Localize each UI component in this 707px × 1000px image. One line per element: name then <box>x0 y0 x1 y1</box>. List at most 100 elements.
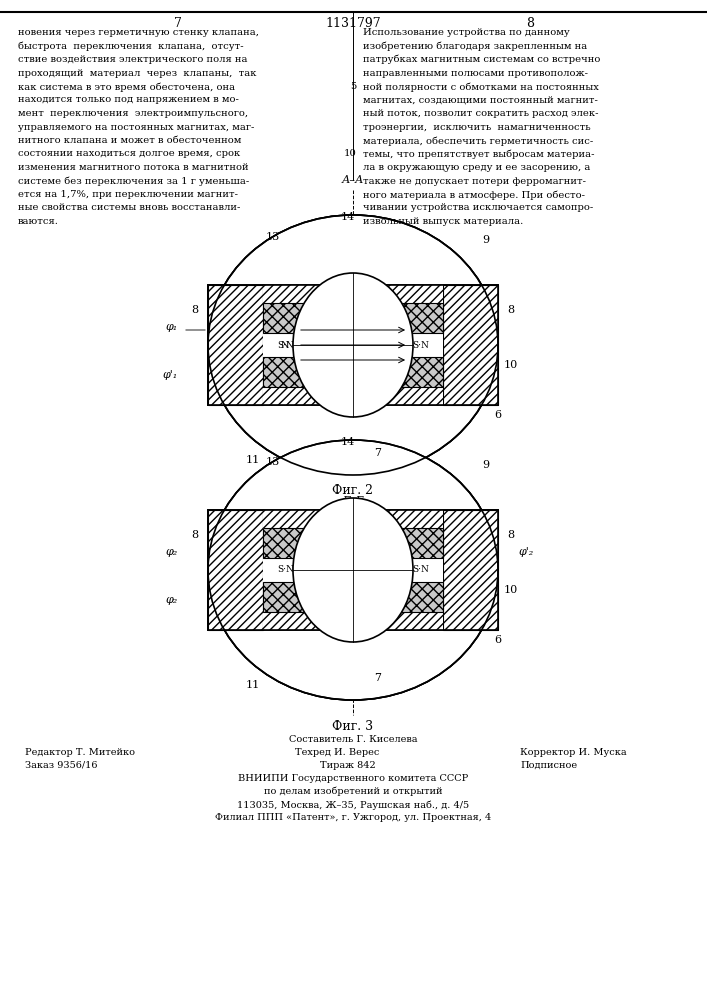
Text: новения через герметичную стенку клапана,: новения через герметичную стенку клапана… <box>18 28 259 37</box>
Text: 6: 6 <box>494 635 501 645</box>
Text: также не допускает потери ферромагнит-: также не допускает потери ферромагнит- <box>363 176 586 186</box>
Bar <box>263 528 308 558</box>
Text: темы, что препятствует выбросам материа-: темы, что препятствует выбросам материа- <box>363 149 595 159</box>
Text: Фиг. 3: Фиг. 3 <box>332 720 373 733</box>
Text: Использование устройства по данному: Использование устройства по данному <box>363 28 570 37</box>
Text: S·N: S·N <box>412 566 429 574</box>
Text: 10: 10 <box>504 360 518 370</box>
Text: Заказ 9356/16: Заказ 9356/16 <box>25 761 98 770</box>
Text: изобретению благодаря закрепленным на: изобретению благодаря закрепленным на <box>363 41 588 51</box>
Text: 1131797: 1131797 <box>325 17 381 30</box>
Bar <box>208 510 498 630</box>
Text: как система в это время обесточена, она: как система в это время обесточена, она <box>18 82 235 92</box>
Text: 6: 6 <box>494 410 501 420</box>
Text: системе без переключения за 1 г уменьша-: системе без переключения за 1 г уменьша- <box>18 176 250 186</box>
Text: φ₁: φ₁ <box>165 322 178 332</box>
Text: Фиг. 2: Фиг. 2 <box>332 484 373 497</box>
Text: проходящий  материал  через  клапаны,  так: проходящий материал через клапаны, так <box>18 68 257 78</box>
Text: 8: 8 <box>192 305 199 315</box>
Text: Техред И. Верес: Техред И. Верес <box>295 748 380 757</box>
Ellipse shape <box>208 215 498 475</box>
Bar <box>398 582 443 612</box>
Text: 7: 7 <box>174 17 182 30</box>
Text: нитного клапана и может в обесточенном: нитного клапана и может в обесточенном <box>18 136 241 145</box>
Text: 14: 14 <box>341 437 355 447</box>
Bar <box>208 285 498 405</box>
Bar <box>208 510 263 630</box>
Text: направленными полюсами противополож-: направленными полюсами противополож- <box>363 68 588 78</box>
Text: 8: 8 <box>508 530 515 540</box>
Text: ный поток, позволит сократить расход элек-: ный поток, позволит сократить расход эле… <box>363 109 599 118</box>
Bar <box>263 303 308 333</box>
Bar <box>398 582 443 612</box>
Text: ваются.: ваются. <box>18 217 59 226</box>
Bar <box>208 510 498 630</box>
Text: 8: 8 <box>508 305 515 315</box>
Text: Редактор Т. Митейко: Редактор Т. Митейко <box>25 748 135 757</box>
Bar <box>443 510 498 630</box>
Text: чивании устройства исключается самопро-: чивании устройства исключается самопро- <box>363 204 593 213</box>
Bar <box>398 303 443 333</box>
Bar <box>263 510 308 528</box>
Text: 13: 13 <box>266 457 280 467</box>
Text: Корректор И. Муска: Корректор И. Муска <box>520 748 626 757</box>
Text: ной полярности с обмотками на постоянных: ной полярности с обмотками на постоянных <box>363 82 599 92</box>
Text: 10: 10 <box>504 585 518 595</box>
Text: Подписное: Подписное <box>520 761 577 770</box>
Text: φ'₁: φ'₁ <box>163 370 178 380</box>
Bar <box>263 387 308 405</box>
Bar <box>208 510 498 630</box>
Text: 13: 13 <box>266 232 280 242</box>
Text: S·N: S·N <box>412 340 429 350</box>
Bar <box>208 285 263 405</box>
Bar <box>398 612 443 630</box>
Bar <box>208 510 498 630</box>
Text: 8: 8 <box>526 17 534 30</box>
Text: φ'₂: φ'₂ <box>518 547 533 557</box>
Text: 8: 8 <box>192 530 199 540</box>
Bar <box>208 510 498 630</box>
Text: Тираж 842: Тираж 842 <box>320 761 375 770</box>
Text: 11: 11 <box>246 680 260 690</box>
Bar <box>263 285 443 405</box>
Ellipse shape <box>208 440 498 700</box>
Bar <box>208 285 498 405</box>
Text: S·N: S·N <box>277 340 294 350</box>
Text: мент  переключения  электроимпульсного,: мент переключения электроимпульсного, <box>18 109 248 118</box>
Text: по делам изобретений и открытий: по делам изобретений и открытий <box>264 787 443 796</box>
Text: 11: 11 <box>246 455 260 465</box>
Bar <box>308 285 398 405</box>
Bar <box>208 285 498 405</box>
Text: 14: 14 <box>341 212 355 222</box>
Text: 113035, Москва, Ж–35, Раушская наб., д. 4/5: 113035, Москва, Ж–35, Раушская наб., д. … <box>237 800 469 810</box>
Text: патрубках магнитным системам со встречно: патрубках магнитным системам со встречно <box>363 55 600 64</box>
Bar <box>263 528 308 558</box>
Text: изменения магнитного потока в магнитной: изменения магнитного потока в магнитной <box>18 163 249 172</box>
Bar <box>263 303 308 333</box>
Text: Филиал ППП «Патент», г. Ужгород, ул. Проектная, 4: Филиал ППП «Патент», г. Ужгород, ул. Про… <box>215 813 491 822</box>
Text: Составитель Г. Киселева: Составитель Г. Киселева <box>288 735 417 744</box>
Text: материала, обеспечить герметичность сис-: материала, обеспечить герметичность сис- <box>363 136 593 145</box>
Text: ется на 1,7%, при переключении магнит-: ется на 1,7%, при переключении магнит- <box>18 190 238 199</box>
Text: 9: 9 <box>482 235 489 245</box>
Text: управляемого на постоянных магнитах, маг-: управляемого на постоянных магнитах, маг… <box>18 122 255 131</box>
Text: извольный выпуск материала.: извольный выпуск материала. <box>363 217 523 226</box>
Bar <box>208 285 498 405</box>
Bar <box>398 528 443 558</box>
Bar <box>398 303 443 333</box>
Text: А–А: А–А <box>341 175 364 185</box>
Text: ного материала в атмосфере. При обесто-: ного материала в атмосфере. При обесто- <box>363 190 585 200</box>
Bar <box>263 357 308 387</box>
Text: магнитах, создающими постоянный магнит-: магнитах, создающими постоянный магнит- <box>363 96 598 104</box>
Bar <box>398 357 443 387</box>
Text: состоянии находиться долгое время, срок: состоянии находиться долгое время, срок <box>18 149 240 158</box>
Text: N: N <box>281 340 289 350</box>
Text: ВНИИПИ Государственного комитета СССР: ВНИИПИ Государственного комитета СССР <box>238 774 468 783</box>
Text: S·N: S·N <box>277 566 294 574</box>
Text: φ₂: φ₂ <box>165 547 178 557</box>
Bar <box>308 510 398 630</box>
Bar <box>208 510 498 630</box>
Bar <box>443 285 498 405</box>
Text: ные свойства системы вновь восстанавли-: ные свойства системы вновь восстанавли- <box>18 204 240 213</box>
Text: 9: 9 <box>482 460 489 470</box>
